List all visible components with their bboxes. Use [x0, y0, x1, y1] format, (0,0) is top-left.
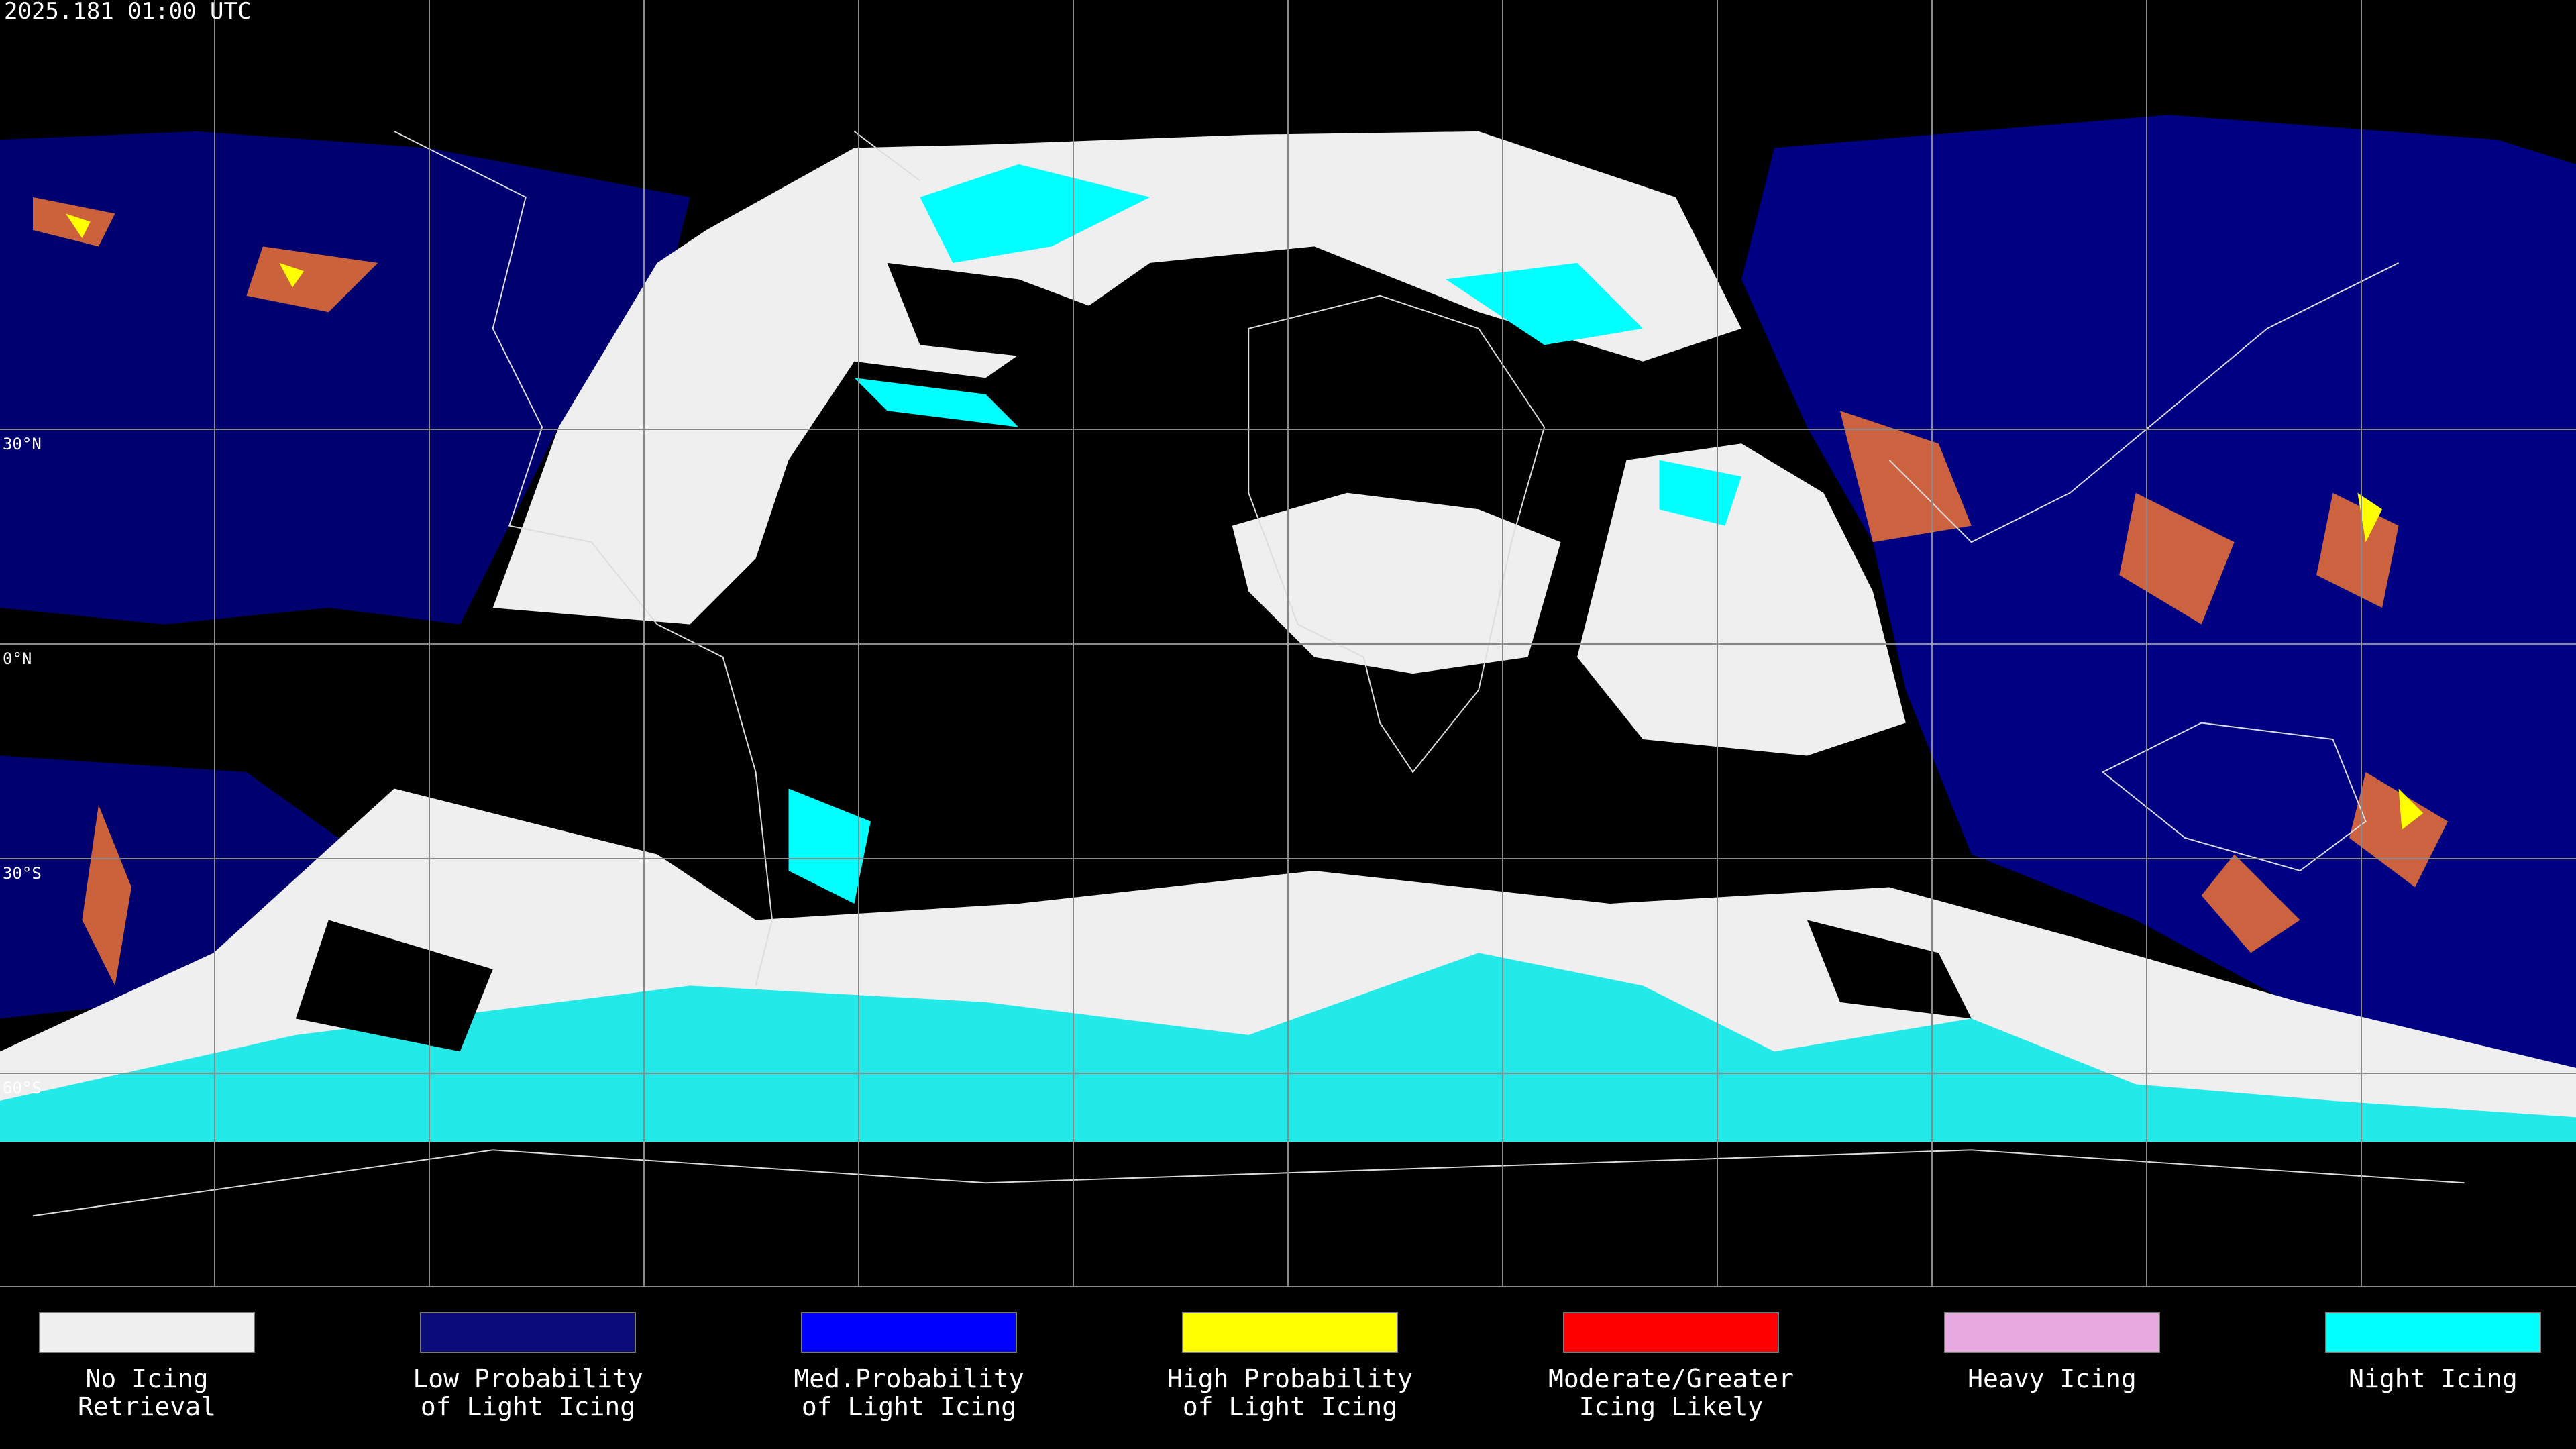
cyan-region	[854, 164, 1643, 427]
icing-patch	[32, 197, 2449, 986]
legend-label: of Light Icing	[802, 1392, 1016, 1421]
timestamp: 2025.181 01:00 UTC	[4, 0, 251, 25]
legend-label: Med.Probability	[794, 1364, 1024, 1393]
legend-swatch	[39, 1312, 255, 1353]
legend-label: High Probability	[1167, 1364, 1413, 1393]
legend-swatch	[1944, 1312, 2160, 1353]
legend-label: of Light Icing	[421, 1392, 635, 1421]
coastline	[32, 131, 2465, 1217]
legend-label: of Light Icing	[1183, 1392, 1397, 1421]
white-region	[1577, 443, 1906, 756]
latitude-label: 60°S	[3, 1079, 42, 1097]
legend-label: Low Probability	[413, 1364, 643, 1393]
legend-label: Icing Likely	[1579, 1392, 1764, 1421]
legend-swatch	[1182, 1312, 1398, 1353]
legend-label: Night Icing	[2349, 1364, 2518, 1393]
legend-label: Heavy Icing	[1968, 1364, 2137, 1393]
legend-label: Moderate/Greater	[1548, 1364, 1794, 1393]
legend-label: Retrieval	[78, 1392, 216, 1421]
latitude-label: 30°S	[3, 864, 42, 883]
latitude-label: 30°N	[3, 435, 42, 453]
white-region	[1232, 492, 1561, 674]
legend-swatch	[420, 1312, 636, 1353]
legend-swatch	[1563, 1312, 1779, 1353]
clear-gap	[295, 262, 1972, 1052]
white-region	[492, 131, 1741, 625]
legend-swatch	[801, 1312, 1017, 1353]
latitude-label: 0°N	[3, 649, 32, 668]
legend-swatch	[2325, 1312, 2541, 1353]
legend-label: No Icing	[85, 1364, 208, 1393]
graticule: 30°N 0°N 30°S 60°S	[0, 0, 2576, 1287]
